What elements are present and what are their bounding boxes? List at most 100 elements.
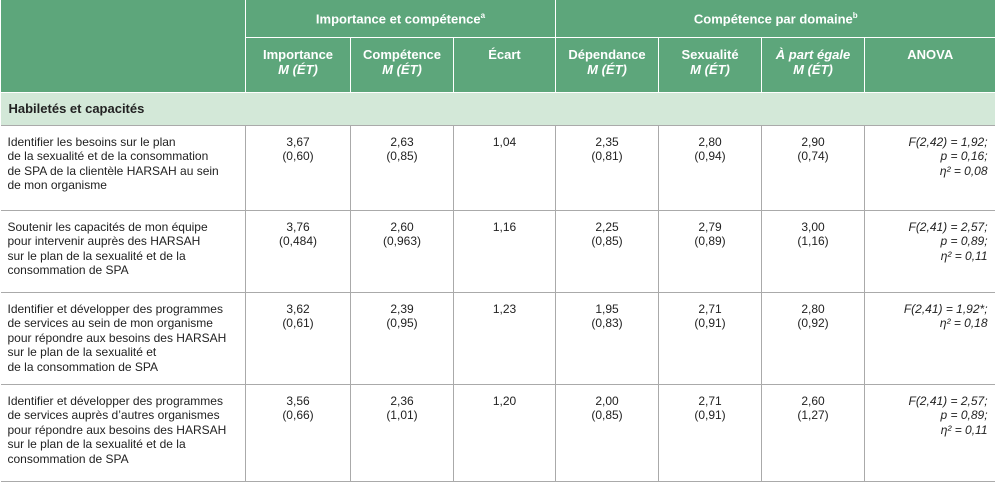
cell-line: 2,71 <box>659 302 761 317</box>
data-cell: 3,62(0,61) <box>246 292 351 384</box>
data-cell: 2,39(0,95) <box>351 292 454 384</box>
data-cell: 2,60(0,963) <box>351 210 454 292</box>
cell-line: 2,35 <box>556 135 658 150</box>
label-line: pour intervenir auprès des HARSAH <box>8 234 246 249</box>
column-label: Importance <box>246 47 350 62</box>
column-sub: M (ÉT) <box>659 62 761 77</box>
label-line: Soutenir les capacités de mon équipe <box>8 220 246 235</box>
column-header: ANOVA <box>865 37 995 92</box>
cell-line: p = 0,89; <box>865 408 988 423</box>
data-cell: 1,04 <box>454 125 556 210</box>
cell-line: (0,66) <box>246 408 350 423</box>
cell-line: 3,00 <box>762 220 864 235</box>
data-cell: F(2,41) = 2,57;p = 0,89;η² = 0,11 <box>865 210 995 292</box>
data-cell: 2,90(0,74) <box>762 125 865 210</box>
label-line: de services auprès d’autres organismes <box>8 408 246 423</box>
cell-line: 1,04 <box>454 135 555 150</box>
column-label: Dépendance <box>556 47 658 62</box>
data-cell: 2,80(0,94) <box>659 125 762 210</box>
cell-line: 3,56 <box>246 394 350 409</box>
label-line: de SPA de la clientèle HARSAH au sein <box>8 164 246 179</box>
cell-line: 2,80 <box>659 135 761 150</box>
cell-line: F(2,41) = 1,92*; <box>865 302 988 317</box>
column-sub: M (ÉT) <box>351 62 453 77</box>
group-header: Compétence par domaineb <box>556 0 995 37</box>
cell-line: (1,16) <box>762 234 864 249</box>
data-cell: F(2,42) = 1,92;p = 0,16;η² = 0,08 <box>865 125 995 210</box>
label-line: de services au sein de mon organisme <box>8 316 246 331</box>
cell-line: (0,94) <box>659 149 761 164</box>
cell-line: 3,67 <box>246 135 350 150</box>
data-cell: 2,25(0,85) <box>556 210 659 292</box>
cell-line: 2,60 <box>762 394 864 409</box>
cell-line: (0,92) <box>762 316 864 331</box>
cell-line: 2,71 <box>659 394 761 409</box>
data-cell: 2,80(0,92) <box>762 292 865 384</box>
data-cell: F(2,41) = 1,92*;η² = 0,18 <box>865 292 995 384</box>
cell-line: (1,01) <box>351 408 453 423</box>
label-line: pour répondre aux besoins des HARSAH <box>8 423 246 438</box>
cell-line: F(2,41) = 2,57; <box>865 394 988 409</box>
data-cell: F(2,41) = 2,57;p = 0,89;η² = 0,11 <box>865 384 995 481</box>
cell-line: p = 0,89; <box>865 234 988 249</box>
column-label: ANOVA <box>865 47 995 62</box>
label-line: de la consommation de SPA <box>8 360 246 375</box>
column-label: Sexualité <box>659 47 761 62</box>
data-cell: 3,76(0,484) <box>246 210 351 292</box>
cell-line: (0,95) <box>351 316 453 331</box>
cell-line: 3,76 <box>246 220 350 235</box>
footnote-mark: b <box>853 11 858 20</box>
section-title: Habiletés et capacités <box>1 92 995 125</box>
column-sub: M (ÉT) <box>556 62 658 77</box>
cell-line: 1,16 <box>454 220 555 235</box>
data-cell: 2,79(0,89) <box>659 210 762 292</box>
label-line: de mon organisme <box>8 178 246 193</box>
data-cell: 1,16 <box>454 210 556 292</box>
cell-line: η² = 0,11 <box>865 423 988 438</box>
cell-line: (0,83) <box>556 316 658 331</box>
column-sub: M (ÉT) <box>246 62 350 77</box>
cell-line: (0,89) <box>659 234 761 249</box>
label-line: Identifier et développer des programmes <box>8 394 246 409</box>
cell-line: 1,95 <box>556 302 658 317</box>
cell-line: 2,80 <box>762 302 864 317</box>
cell-line: 2,90 <box>762 135 864 150</box>
data-cell: 2,63(0,85) <box>351 125 454 210</box>
cell-line: 3,62 <box>246 302 350 317</box>
group-header: Importance et compétencea <box>246 0 556 37</box>
cell-line: p = 0,16; <box>865 149 988 164</box>
data-cell: 3,56(0,66) <box>246 384 351 481</box>
cell-line: (0,85) <box>351 149 453 164</box>
data-cell: 2,71(0,91) <box>659 292 762 384</box>
label-line: sur le plan de la sexualité et <box>8 345 246 360</box>
cell-line: η² = 0,18 <box>865 316 988 331</box>
cell-line: (0,91) <box>659 316 761 331</box>
label-line: de la sexualité et de la consommation <box>8 149 246 164</box>
column-header: Écart <box>454 37 556 92</box>
data-cell: 1,20 <box>454 384 556 481</box>
cell-line: F(2,41) = 2,57; <box>865 220 988 235</box>
cell-line: (0,74) <box>762 149 864 164</box>
cell-line: (0,60) <box>246 149 350 164</box>
header-cell <box>1 0 246 92</box>
footnote-mark: a <box>481 11 485 20</box>
cell-line: (0,85) <box>556 234 658 249</box>
column-label: À part égale <box>762 47 864 62</box>
cell-line: (0,81) <box>556 149 658 164</box>
column-label: Compétence <box>351 47 453 62</box>
data-cell: 2,36(1,01) <box>351 384 454 481</box>
cell-line: (1,27) <box>762 408 864 423</box>
cell-line: η² = 0,08 <box>865 164 988 179</box>
data-cell: 3,67(0,60) <box>246 125 351 210</box>
